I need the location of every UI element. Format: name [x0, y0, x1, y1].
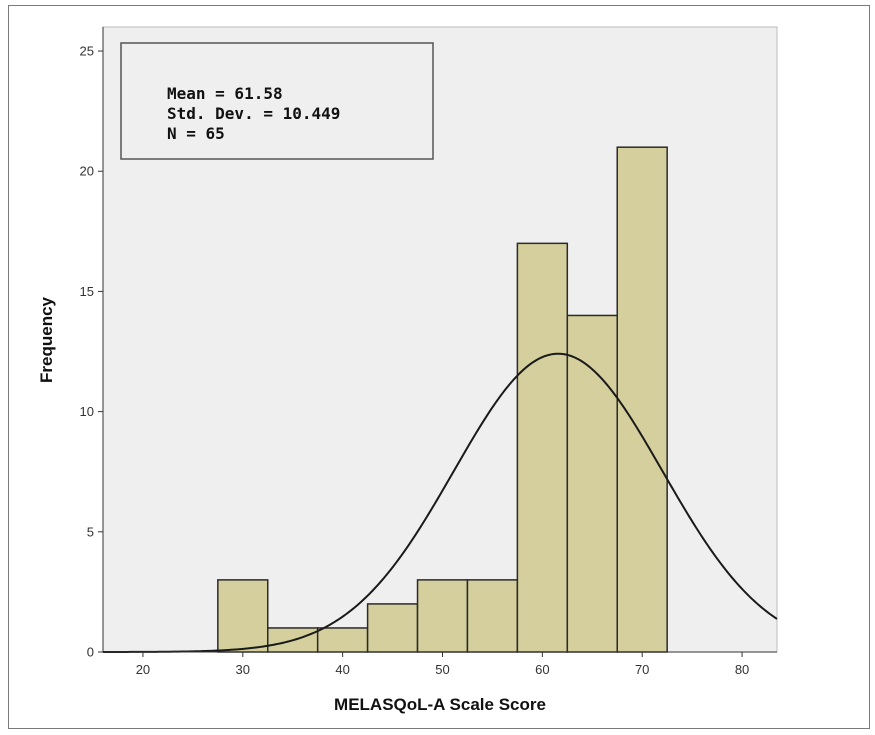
histogram-bar-3	[316, 627, 369, 653]
y-axis-title: Frequency	[37, 296, 56, 383]
histogram-bar-9	[616, 146, 668, 653]
stats-box: Mean = 61.58 Std. Dev. = 10.449 N = 65	[120, 42, 434, 160]
stats-mean: Mean = 61.58	[167, 84, 283, 103]
x-ticks: 20 30 40 50 60 70 80	[136, 652, 749, 677]
x-tick-label: 60	[535, 662, 549, 677]
histogram-bar-6	[466, 579, 519, 653]
normal-curve	[103, 352, 778, 653]
x-tick-label: 30	[236, 662, 250, 677]
histogram-bar-7	[516, 242, 569, 653]
stats-box-border	[120, 42, 434, 160]
histogram-bar-4	[366, 603, 419, 653]
x-axis-title: MELASQoL-A Scale Score	[334, 695, 546, 714]
histogram-bar-1	[217, 579, 269, 653]
y-tick-label: 20	[80, 164, 94, 179]
x-tick-label: 80	[735, 662, 749, 677]
y-tick-label: 0	[87, 645, 94, 660]
y-tick-label: 10	[80, 404, 94, 419]
x-tick-label: 20	[136, 662, 150, 677]
x-tick-label: 50	[435, 662, 449, 677]
y-ticks: 0 5 10 15 20 25	[80, 44, 103, 660]
stats-n: N = 65	[167, 124, 225, 143]
y-tick-label: 5	[87, 524, 94, 539]
histogram-bar-5	[416, 579, 469, 653]
x-tick-label: 40	[335, 662, 349, 677]
stats-sd: Std. Dev. = 10.449	[167, 104, 340, 123]
histogram-bar-8	[566, 314, 618, 653]
y-tick-label: 15	[80, 284, 94, 299]
y-tick-label: 25	[80, 44, 94, 59]
x-tick-label: 70	[635, 662, 649, 677]
